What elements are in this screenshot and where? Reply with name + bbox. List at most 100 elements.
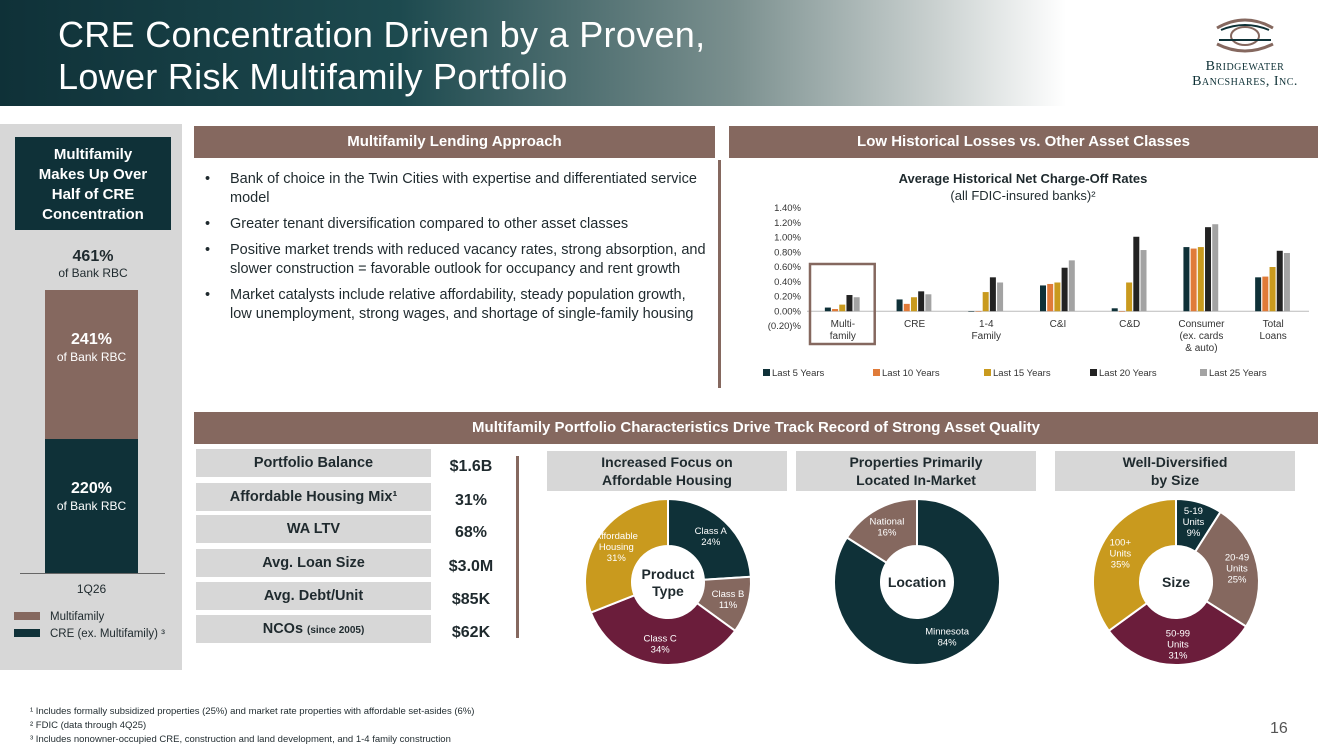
chart-bar bbox=[1068, 260, 1075, 312]
chart-bar bbox=[1040, 285, 1046, 312]
page-number: 16 bbox=[1270, 720, 1288, 737]
metric-label-note: (since 2005) bbox=[307, 625, 365, 636]
chart-bar bbox=[1183, 247, 1190, 312]
metrics-divider bbox=[516, 456, 519, 638]
metric-value: 68% bbox=[454, 524, 488, 541]
mf-pct: 241% bbox=[71, 331, 112, 348]
footnote-1: ¹ Includes formally subsidized propertie… bbox=[30, 706, 475, 717]
header-banner bbox=[0, 0, 1333, 106]
left-legend: Multifamily CRE (ex. Multifamily) ³ bbox=[14, 609, 165, 643]
x-tick-label: C&D bbox=[1119, 319, 1140, 330]
chart-bar bbox=[903, 303, 910, 312]
legend-label: Last 20 Years bbox=[1099, 368, 1157, 379]
x-tick-label: Consumer (ex. cards & auto) bbox=[1178, 319, 1225, 354]
legend-swatch bbox=[873, 369, 880, 376]
chart-bar bbox=[1255, 277, 1262, 312]
chart-bar bbox=[1118, 311, 1125, 312]
donut-slice bbox=[584, 497, 669, 614]
metric-value: $1.6B bbox=[449, 458, 493, 475]
bar-baseline bbox=[20, 573, 165, 574]
mf-sub: of Bank RBC bbox=[56, 350, 127, 364]
legend-item-cre: CRE (ex. Multifamily) ³ bbox=[14, 626, 165, 643]
chart-bar bbox=[853, 297, 860, 312]
chart-bar bbox=[1126, 282, 1133, 312]
legend-swatch bbox=[763, 369, 770, 376]
metric-label: Portfolio Balance bbox=[196, 449, 431, 477]
chart-bar bbox=[925, 294, 932, 312]
donut-header: Properties Primarily Located In-Market bbox=[796, 451, 1036, 491]
y-tick-label: 0.00% bbox=[774, 306, 801, 317]
y-tick-label: 0.80% bbox=[774, 247, 801, 258]
donut-slice bbox=[589, 593, 737, 666]
chart-bar bbox=[1140, 250, 1147, 312]
chart-bar bbox=[1133, 236, 1140, 312]
chart-bar bbox=[989, 277, 996, 312]
chart-title: Average Historical Net Charge-Off Rates bbox=[899, 171, 1148, 186]
donut-chart: Minnesota 84% National 16% Location bbox=[833, 497, 1001, 666]
donut-center-label: Location bbox=[888, 574, 946, 590]
logo-name-line2: Bancshares, Inc. bbox=[1192, 74, 1298, 89]
period-label: 1Q26 bbox=[76, 582, 107, 596]
legend-label: Last 5 Years bbox=[772, 368, 825, 379]
chart-bar bbox=[1283, 252, 1290, 312]
metric-label-text: Avg. Debt/Unit bbox=[263, 588, 364, 604]
y-tick-label: 1.40% bbox=[774, 203, 801, 214]
legend-label: Last 25 Years bbox=[1209, 368, 1267, 379]
vertical-divider bbox=[718, 160, 721, 388]
metric-label: Avg. Loan Size bbox=[196, 549, 431, 577]
x-tick-label: Multi-family bbox=[830, 319, 856, 342]
chart-bar bbox=[846, 295, 853, 312]
legend-swatch bbox=[14, 612, 40, 620]
donut-slice-label: Class B 11% bbox=[712, 589, 745, 611]
metric-label-text: WA LTV bbox=[286, 521, 341, 537]
donut-slice-label: National 16% bbox=[869, 517, 904, 539]
donut-slice-label: 20-49 Units 25% bbox=[1225, 552, 1249, 585]
chart-bar bbox=[1276, 250, 1283, 312]
metric-label: NCOs (since 2005) bbox=[196, 615, 431, 643]
metric-label: WA LTV bbox=[196, 515, 431, 543]
x-tick-label: C&I bbox=[1050, 319, 1067, 330]
chart-subtitle: (all FDIC-insured banks)² bbox=[950, 188, 1096, 203]
chart-bar bbox=[824, 307, 831, 312]
donut-center-label: Size bbox=[1162, 574, 1190, 590]
multifamily-bar-segment bbox=[45, 290, 138, 439]
bullet-item: Bank of choice in the Twin Cities with e… bbox=[200, 170, 710, 208]
chart-bar bbox=[1269, 267, 1276, 312]
metric-value: $62K bbox=[451, 624, 491, 641]
donut-slice bbox=[1092, 497, 1177, 633]
y-tick-label: 0.60% bbox=[774, 262, 801, 273]
donut-slice bbox=[1193, 510, 1260, 628]
donut-slice-label: 50-99 Units 31% bbox=[1166, 628, 1190, 661]
bullet-item: Market catalysts include relative afford… bbox=[200, 286, 710, 324]
cre-sub: of Bank RBC bbox=[56, 499, 127, 513]
chart-bar bbox=[896, 299, 903, 312]
chart-bar bbox=[1197, 247, 1204, 312]
lending-bullets: Bank of choice in the Twin Cities with e… bbox=[200, 170, 710, 331]
x-tick-label: 1-4 Family bbox=[972, 319, 1001, 342]
legend-swatch bbox=[1200, 369, 1207, 376]
chart-bar bbox=[982, 292, 989, 312]
portfolio-header: Multifamily Portfolio Characteristics Dr… bbox=[194, 412, 1318, 444]
donut-slice-label: Class A 24% bbox=[695, 526, 728, 548]
chart-bar bbox=[1212, 224, 1219, 312]
y-tick-label: 1.20% bbox=[774, 218, 801, 229]
metric-label-text: Affordable Housing Mix¹ bbox=[229, 489, 398, 505]
donut-chart: 5-19 Units 9% 20-49 Units 25% 50-99 Units 31% 100… bbox=[1092, 497, 1260, 666]
donut-chart: Class A 24% Class B 11% Class C 34% Affordable… bbox=[584, 497, 752, 666]
donut-slice bbox=[833, 497, 1001, 666]
donut-slice bbox=[1107, 599, 1248, 666]
chart-bar bbox=[918, 291, 925, 312]
y-tick-label: 0.20% bbox=[774, 292, 801, 303]
cre-bar-segment bbox=[45, 439, 138, 573]
metric-value: 31% bbox=[454, 492, 488, 509]
donut-header: Well-Diversified by Size bbox=[1055, 451, 1295, 491]
lending-approach-header: Multifamily Lending Approach bbox=[194, 126, 715, 158]
chart-bar bbox=[1205, 227, 1212, 312]
company-logo: Bridgewater Bancshares, Inc. bbox=[1170, 14, 1320, 96]
net-charge-off-chart: Average Historical Net Charge-Off Rates (… bbox=[763, 171, 1309, 379]
total-pct: 461% bbox=[72, 248, 114, 265]
chart-bar bbox=[832, 309, 839, 312]
bullet-item: Greater tenant diversification compared … bbox=[200, 215, 710, 234]
chart-bar bbox=[1262, 276, 1269, 312]
chart-bar bbox=[1061, 267, 1068, 312]
